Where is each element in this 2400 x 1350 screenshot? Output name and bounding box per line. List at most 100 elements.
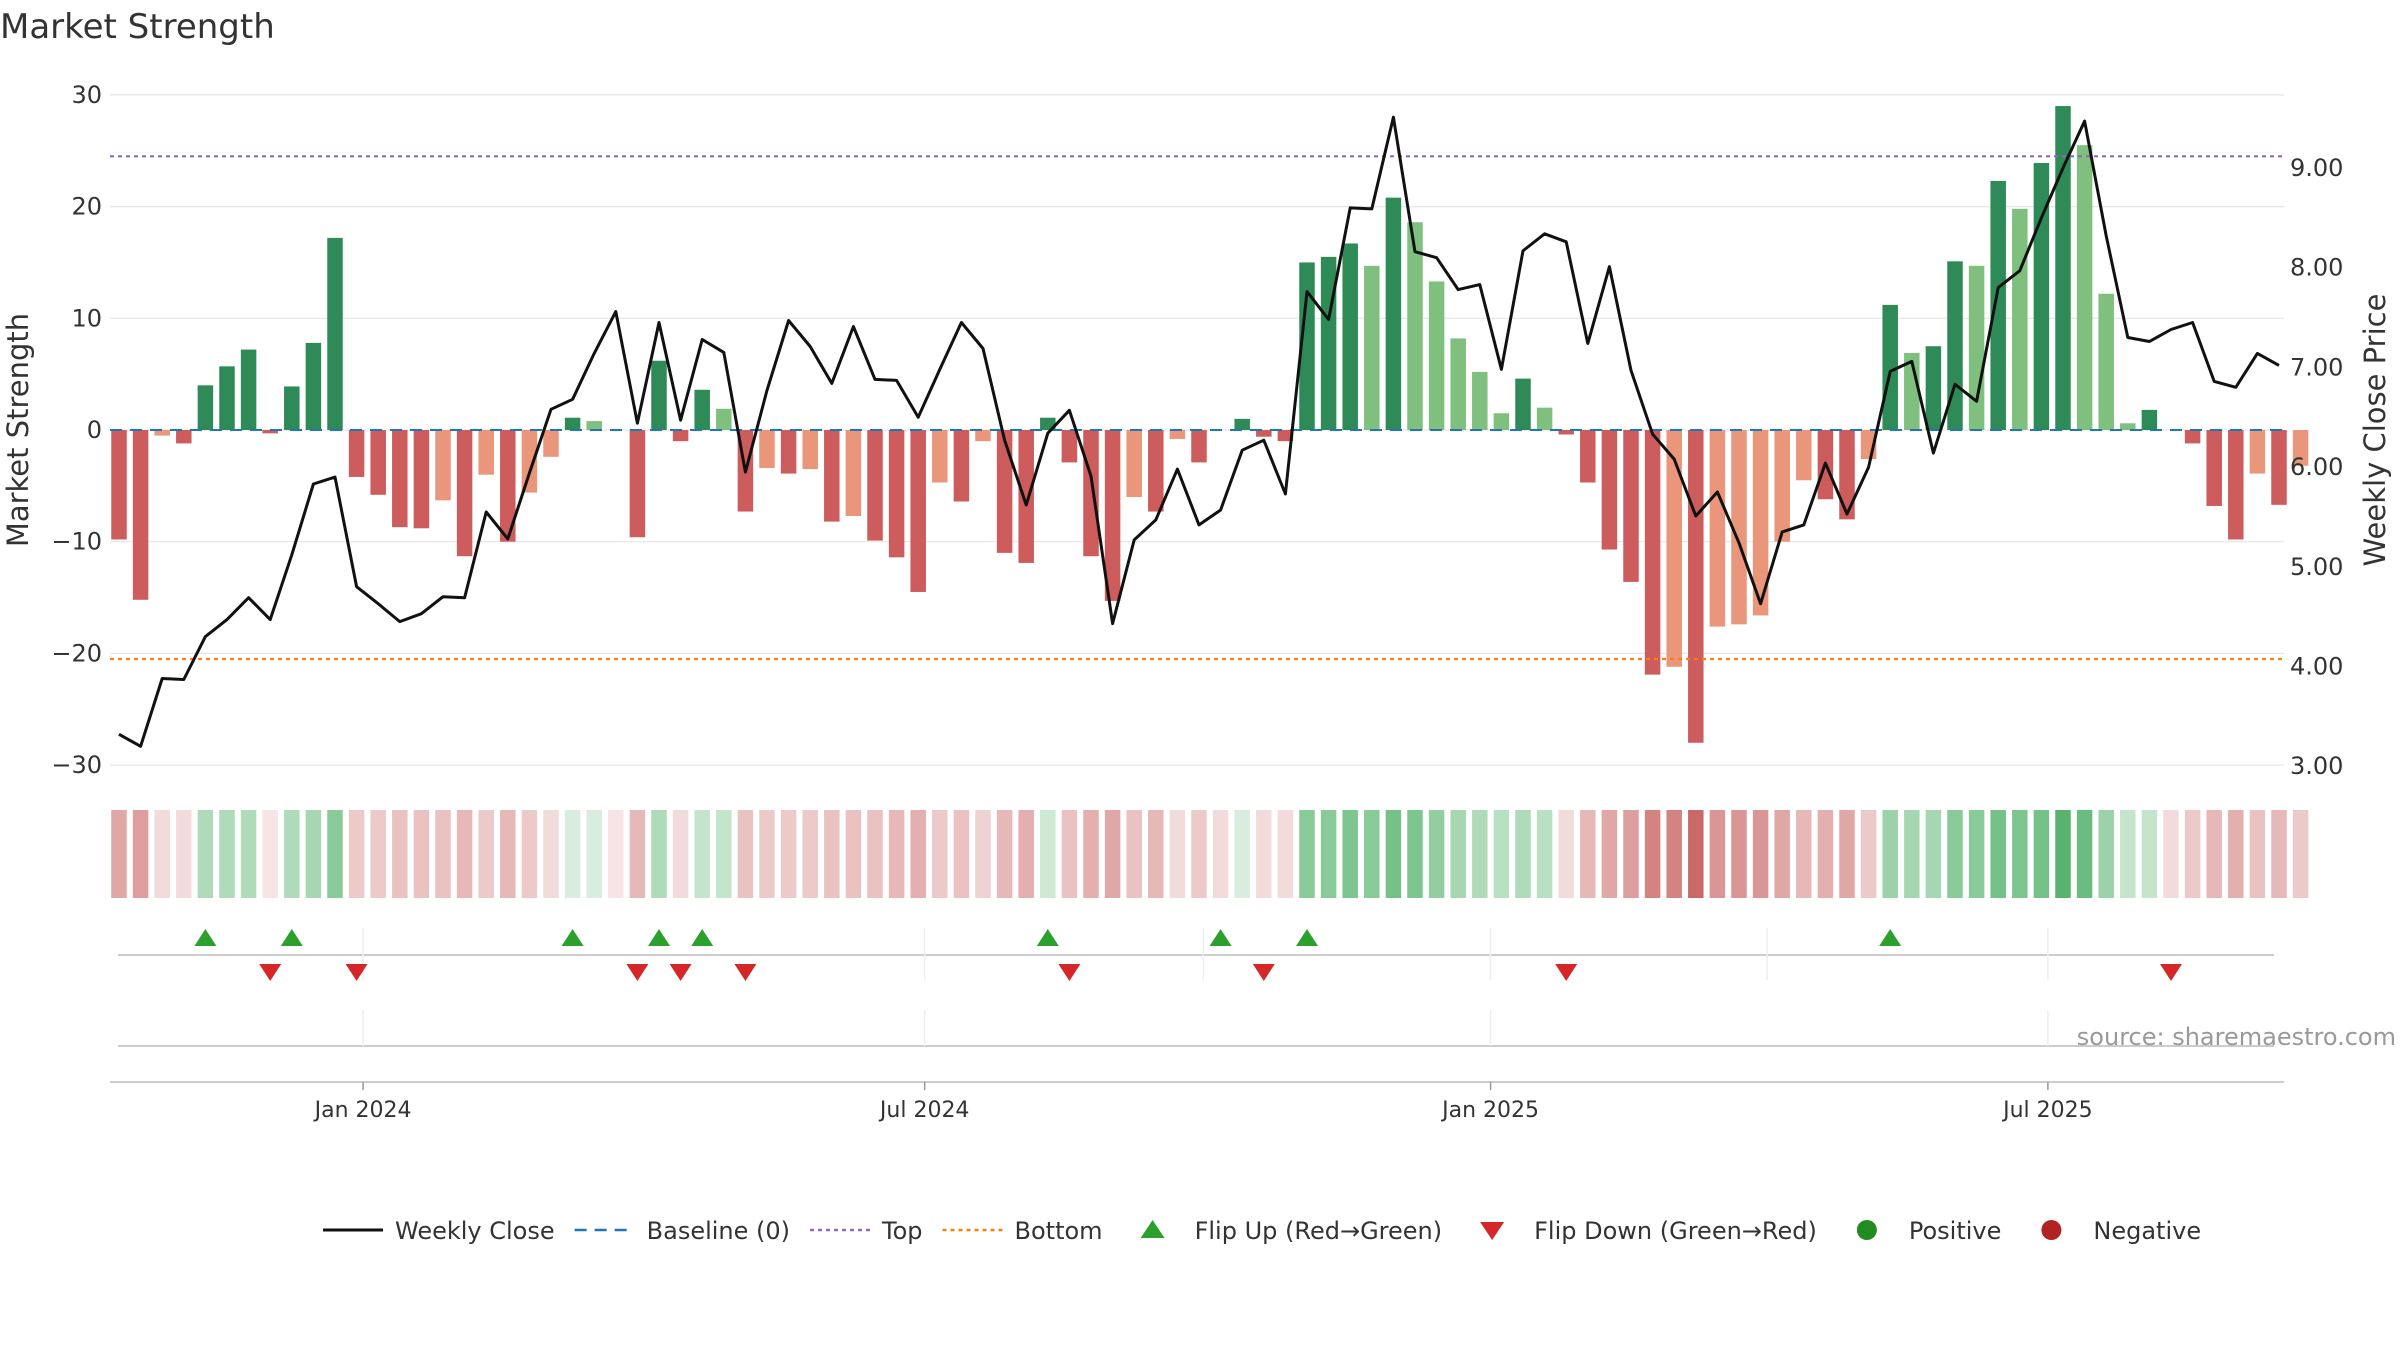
heat-cell [1752,810,1769,898]
heat-cell [262,810,278,898]
strength-bar [1320,256,1337,430]
y-tick-label: −30 [51,751,102,779]
strength-bar [564,417,581,430]
y2-tick-label: 7.00 [2290,353,2343,381]
strength-bar [1752,430,1769,616]
heat-cell [716,810,732,898]
heat-cell [1515,810,1531,898]
heat-cell [1256,810,1272,898]
heat-cell [1342,810,1358,898]
heat-cell [1839,810,1855,898]
heat-cell [824,810,840,898]
strength-bar [1644,430,1661,675]
heat-cell [1083,810,1099,898]
heat-cell [1407,810,1423,898]
date-tick-label: Jan 2024 [313,1098,412,1123]
heat-cell [1472,810,1488,898]
heat-cell [1364,810,1380,898]
strength-bar [1428,281,1445,430]
strength-bar [1104,430,1121,601]
source-note: source: sharemaestro.com [2077,1023,2396,1051]
y2-tick-label: 6.00 [2290,453,2343,481]
heat-cell [435,810,451,898]
flip-down-marker [1555,964,1578,981]
heat-cell [2184,810,2201,898]
strength-bar [1558,430,1574,435]
y2-tick-label: 9.00 [2290,154,2343,182]
heat-cell [413,810,430,898]
heat-cell [672,810,689,898]
date-tick-label: Jan 2025 [1440,1098,1539,1123]
strength-bar [888,430,905,558]
strength-bar [1385,197,1402,430]
strength-bar [111,430,127,540]
strength-bar [1515,378,1531,430]
heat-cell [1277,810,1294,898]
strength-bar [824,430,840,522]
y-tick-label: −20 [51,639,102,667]
strength-bar [2292,430,2309,466]
heat-cell [694,810,710,898]
heat-cell [1882,810,1898,898]
flip-up-marker [194,929,217,946]
heat-cell [456,810,473,898]
heat-cell [348,810,365,898]
heat-cell [1428,810,1445,898]
heat-cell [629,810,646,898]
strength-bar [1299,262,1315,430]
heat-cell [1688,810,1704,898]
legend-label: Flip Down (Green→Red) [1534,1217,1817,1245]
heat-cell [2163,810,2179,898]
date-tick-label: Jul 2025 [2001,1098,2093,1123]
strength-bar [996,430,1013,553]
y-tick-label: −10 [51,528,102,556]
legend-item: Bottom [942,1217,1103,1245]
heat-cell [543,810,559,898]
strength-bar [1234,418,1250,430]
heat-cell [996,810,1013,898]
strength-bar [2249,430,2266,474]
heat-cell [240,810,257,898]
strength-bar [1666,430,1682,667]
strength-bar [780,430,797,474]
strength-bar [1580,430,1596,483]
legend-swatch-triangle-down [1480,1222,1505,1240]
legend: Weekly Close Baseline (0) Top Bottom Flip Up… [323,1217,2201,1245]
heat-cell [1644,810,1661,898]
strength-bar [759,430,775,468]
strength-bar [845,430,862,517]
strength-bar [2120,423,2136,430]
legend-item: Top [810,1217,923,1245]
strength-bar [1126,430,1142,498]
heat-cell [478,810,494,898]
heat-cell [500,810,516,898]
heat-cell [651,810,667,898]
heat-cell [910,810,926,898]
heat-cell [1968,810,1985,898]
y2-tick-label: 3.00 [2290,752,2343,780]
heat-cell [392,810,408,898]
flip-down-marker [259,964,282,981]
heat-cell [370,810,386,898]
legend-swatch-circle [1856,1220,1877,1240]
strength-bar [2184,430,2201,444]
strength-bar [2271,430,2287,505]
strength-bar [1796,430,1812,481]
heat-cell [780,810,797,898]
strength-bar [1083,430,1099,557]
flip-down-marker [1252,964,1275,981]
strength-bar [1925,346,1942,430]
strength-bar [240,349,257,430]
heat-cell [2012,810,2028,898]
flip-down-marker [1058,964,1081,981]
heat-cell [176,810,192,898]
strength-bar [2228,430,2244,540]
strength-bar [392,430,408,528]
strength-bar [521,430,538,493]
heat-cell [1601,810,1618,898]
strength-bar [327,237,343,430]
y-tick-label: 0 [87,416,102,444]
heat-cell [2098,810,2114,898]
flip-up-marker [1296,929,1318,946]
heat-cell [608,810,624,898]
